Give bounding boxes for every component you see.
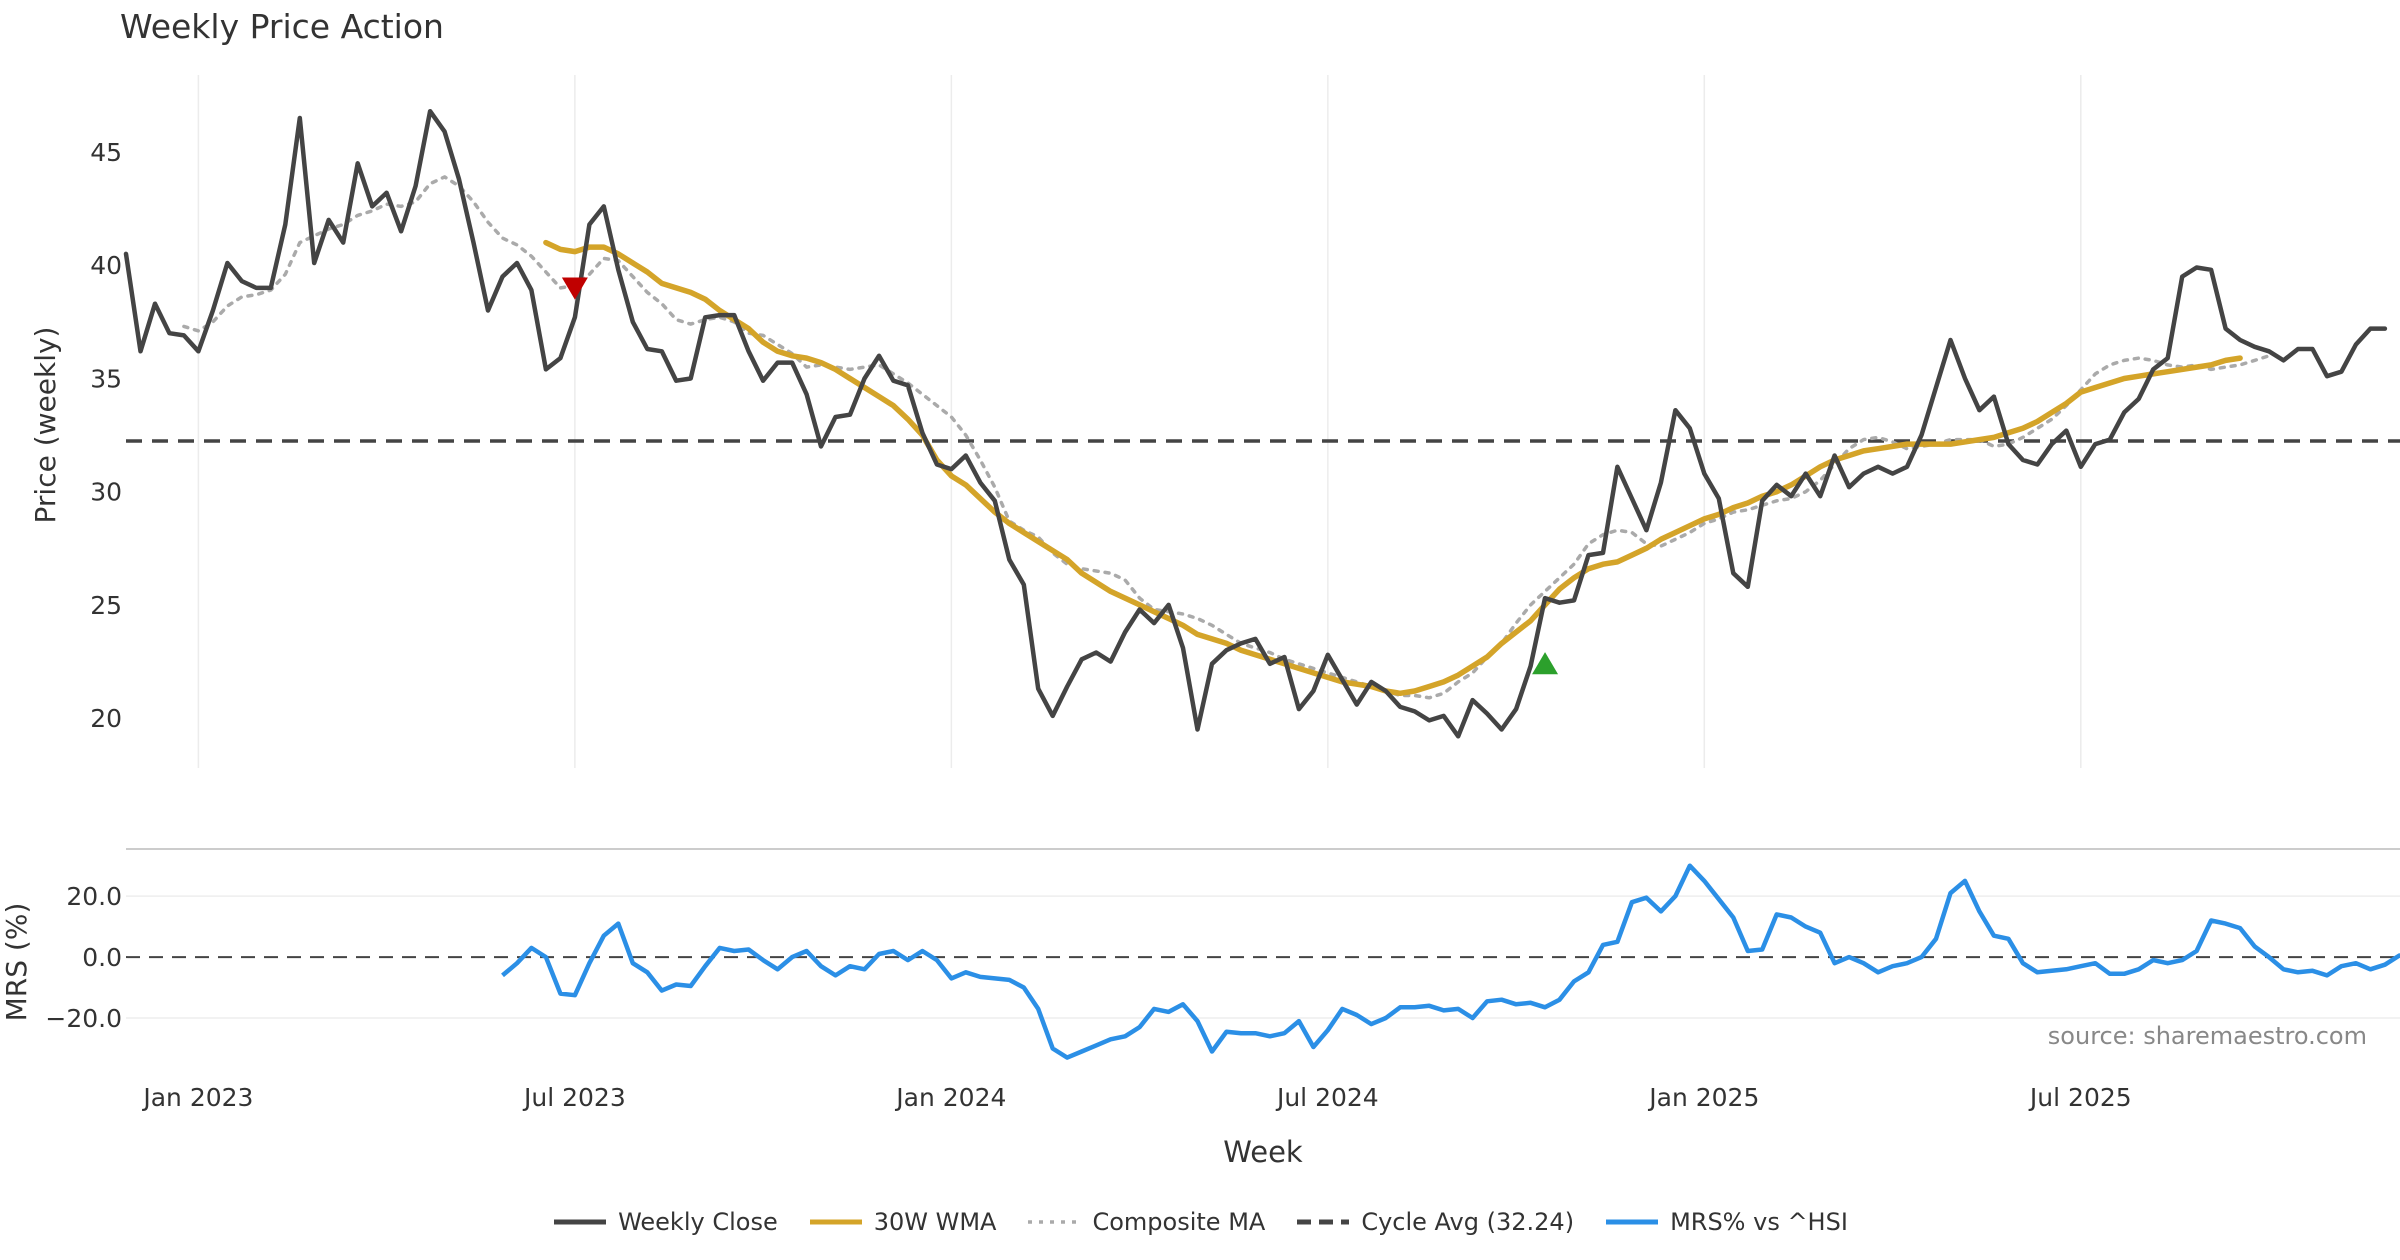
legend-label: Weekly Close <box>618 1208 778 1236</box>
legend-swatch-mrs-vs-hsi <box>1606 1219 1659 1225</box>
price-y-axis-label: Price (weekly) <box>29 327 62 524</box>
x-axis-label: Week <box>1223 1135 1303 1169</box>
legend-swatch-cycle-avg-32-24 <box>1297 1219 1350 1225</box>
mrs-y-axis-label: MRS (%) <box>0 903 33 1022</box>
source-note: source: sharemaestro.com <box>2048 1022 2367 1050</box>
price-y-tick-30: 30 <box>90 478 122 507</box>
price-y-tick-35: 35 <box>90 364 122 393</box>
x-tick-jan-2025: Jan 2025 <box>1647 1083 1759 1112</box>
legend-swatch-30w-wma <box>809 1219 862 1225</box>
x-tick-jul-2024: Jul 2024 <box>1275 1083 1379 1112</box>
x-tick-jul-2023: Jul 2023 <box>522 1083 626 1112</box>
sell-signal-marker <box>561 277 588 300</box>
series-mrs-vs-hsi <box>501 863 2400 1060</box>
x-tick-labels: Jan 2023 Jul 2023 Jan 2024 Jul 2024 Jan 2025… <box>141 1083 2131 1112</box>
mrs-y-tick-0: 20.0 <box>66 882 122 911</box>
legend-swatch-weekly-close <box>554 1219 607 1225</box>
signal-markers <box>561 277 1559 675</box>
legend-label: Cycle Avg (32.24) <box>1361 1208 1575 1236</box>
legend-swatch-composite-ma <box>1028 1220 1081 1224</box>
x-tick-jan-2024: Jan 2024 <box>894 1083 1006 1112</box>
series-weekly-close <box>123 108 2388 739</box>
chart-title: Weekly Price Action <box>120 7 444 46</box>
legend-item-cycle-avg-32-24: Cycle Avg (32.24) <box>1295 1208 1574 1236</box>
legend-item-30w-wma: 30W WMA <box>808 1208 997 1236</box>
mrs-y-tick-labels: 20.0 0.0 −20.0 <box>45 882 122 1033</box>
legend-item-weekly-close: Weekly Close <box>552 1208 778 1236</box>
legend: Weekly Close 30W WMA Composite MA Cycle Avg… <box>0 1208 2400 1236</box>
price-y-tick-labels: 20 25 30 35 40 45 <box>90 138 122 733</box>
legend-item-composite-ma: Composite MA <box>1026 1208 1265 1236</box>
mrs-series <box>126 863 2400 1060</box>
price-y-tick-45: 45 <box>90 138 122 167</box>
buy-signal-marker <box>1532 652 1559 675</box>
legend-label: MRS% vs ^HSI <box>1670 1208 1848 1236</box>
price-series <box>123 108 2400 739</box>
mrs-y-tick-1: 0.0 <box>82 943 122 972</box>
series-composite-ma <box>182 175 2271 700</box>
series-30w-wma <box>543 239 2243 697</box>
legend-label: Composite MA <box>1092 1208 1266 1236</box>
price-panel-grid <box>197 75 2082 768</box>
mrs-panel-grid <box>126 895 2400 1019</box>
price-y-tick-20: 20 <box>90 704 122 733</box>
price-y-tick-25: 25 <box>90 591 122 620</box>
mrs-y-tick-2: −20.0 <box>45 1004 122 1033</box>
x-tick-jul-2025: Jul 2025 <box>2028 1083 2132 1112</box>
legend-item-mrs-vs-hsi: MRS% vs ^HSI <box>1604 1208 1848 1236</box>
x-tick-jan-2023: Jan 2023 <box>141 1083 253 1112</box>
legend-label: 30W WMA <box>873 1208 997 1236</box>
price-y-tick-40: 40 <box>90 251 122 280</box>
